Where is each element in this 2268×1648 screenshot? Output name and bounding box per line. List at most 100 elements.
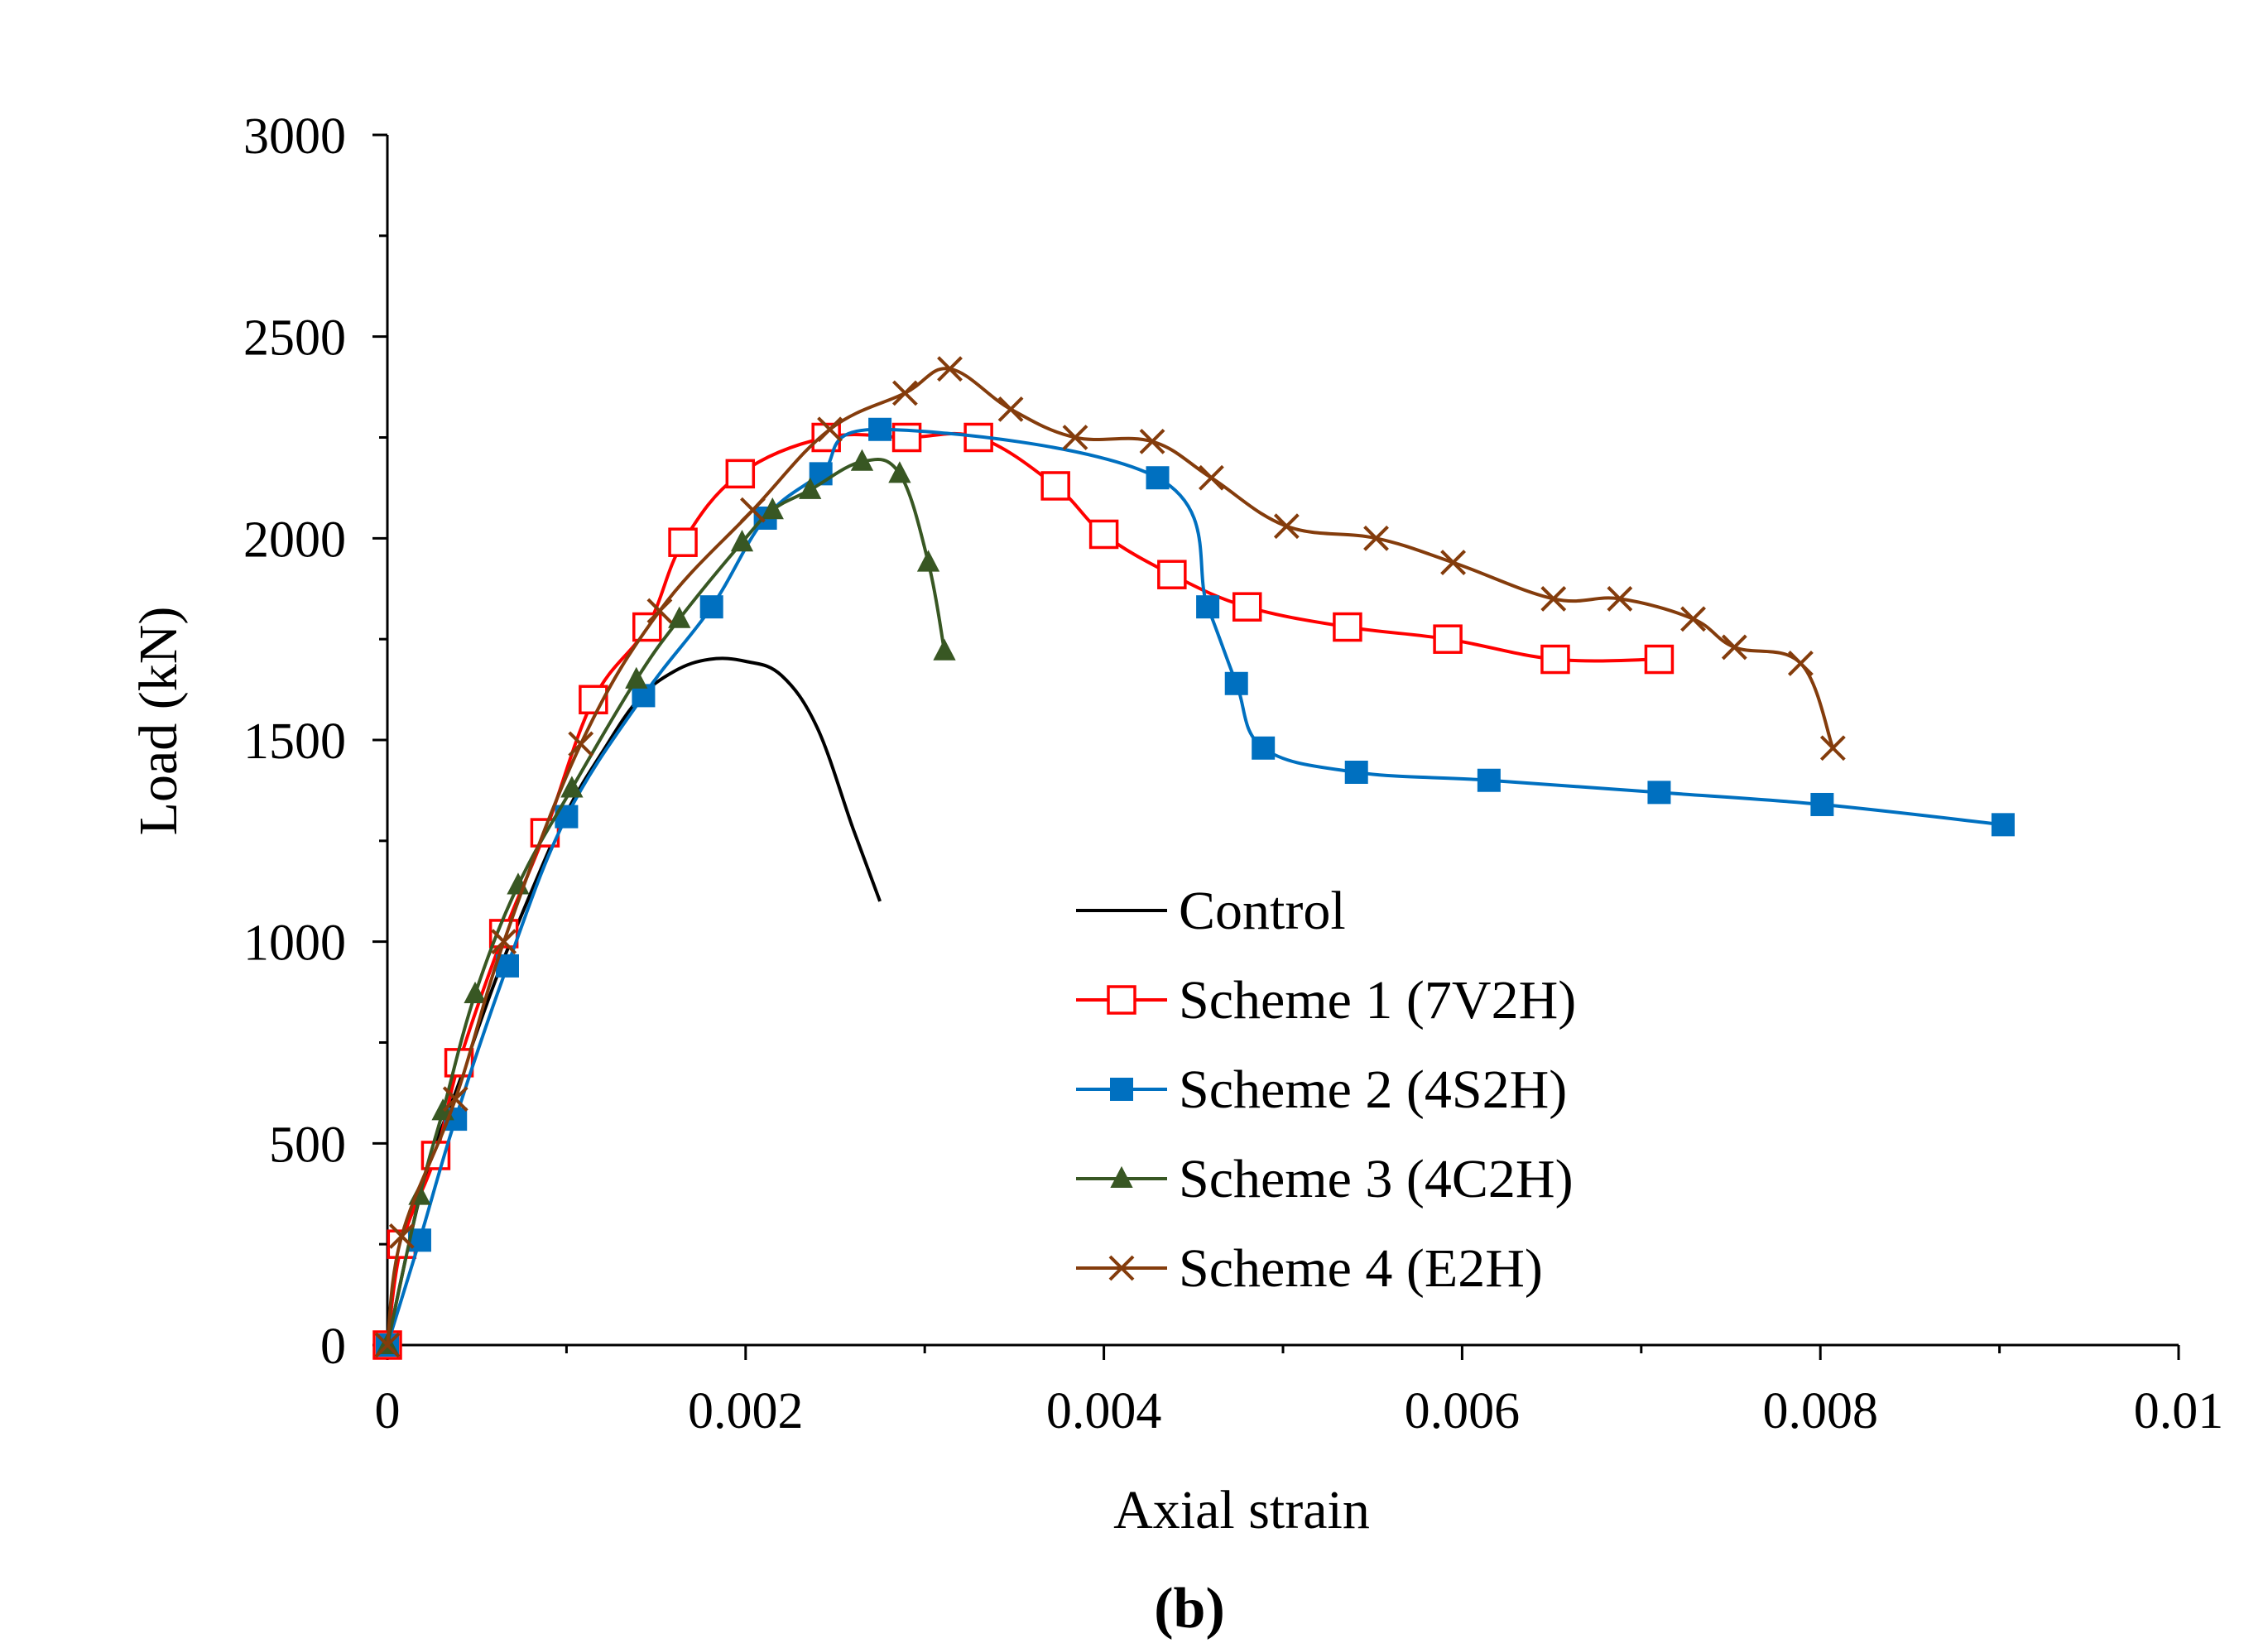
data-point (1721, 634, 1747, 661)
legend-item: Scheme 4 (E2H) (1076, 1238, 1543, 1299)
data-point (1062, 425, 1088, 450)
data-point (1139, 428, 1165, 454)
data-point (625, 666, 648, 689)
series-line (386, 367, 1835, 1346)
data-point (1273, 513, 1300, 540)
data-point (1540, 644, 1570, 675)
data-point (668, 527, 698, 557)
data-point (888, 461, 911, 483)
data-point (464, 981, 487, 1004)
data-point (1344, 760, 1368, 784)
data-point (1363, 525, 1389, 551)
data-point (730, 530, 754, 552)
data-point (1680, 606, 1706, 632)
x-tick-label: 0.01 (2134, 1383, 2224, 1439)
data-point (431, 1098, 454, 1121)
data-point (937, 356, 963, 382)
data-point (1477, 768, 1501, 792)
data-point (1991, 813, 2015, 837)
series-line (386, 458, 946, 1346)
x-tick-label: 0.004 (1046, 1383, 1162, 1439)
series-1 (386, 656, 882, 1346)
data-point (491, 929, 517, 955)
legend-label: Scheme 4 (E2H) (1179, 1238, 1543, 1299)
data-point (817, 416, 843, 443)
data-point (799, 477, 822, 499)
series-layer (372, 356, 2015, 1360)
data-point (1647, 781, 1671, 805)
legend-label: Scheme 2 (4S2H) (1179, 1059, 1567, 1120)
data-point (1440, 550, 1466, 575)
data-point (1224, 671, 1248, 695)
x-axis-label: Axial strain (1113, 1480, 1370, 1540)
data-point (1819, 735, 1846, 762)
series-3 (376, 417, 2015, 1357)
x-tick-label: 0.002 (688, 1383, 804, 1439)
data-point (891, 422, 922, 453)
data-point (668, 606, 691, 628)
legend-item: Scheme 3 (4C2H) (1076, 1149, 1574, 1209)
legend-swatch-marker (1110, 1165, 1133, 1188)
data-point (811, 422, 841, 453)
x-tick-label: 0.006 (1405, 1383, 1521, 1439)
y-ticks: 0 500 1000 1500 2000 2500 3000 (243, 108, 387, 1375)
data-point (646, 598, 673, 624)
legend-item: Scheme 2 (4S2H) (1076, 1059, 1567, 1120)
data-point (1199, 464, 1224, 491)
data-point (997, 396, 1024, 422)
series-2 (372, 422, 1675, 1360)
y-tick-label: 500 (269, 1117, 346, 1173)
x-tick-label: 0.008 (1762, 1383, 1878, 1439)
data-point (374, 1332, 401, 1358)
y-tick-label: 0 (320, 1319, 346, 1375)
legend: Control Scheme 1 (7V2H) Scheme 2 (4S2H) Sch… (1076, 881, 1576, 1299)
data-point (916, 550, 940, 572)
x-ticks: 0 0.002 0.004 0.006 0.008 0.01 (375, 1345, 2224, 1439)
data-point (1157, 560, 1187, 589)
data-point (891, 380, 918, 406)
y-tick-label: 2500 (243, 310, 346, 367)
data-point (568, 731, 594, 757)
data-point (1088, 519, 1119, 550)
legend-label: Scheme 1 (7V2H) (1179, 970, 1576, 1031)
data-point (699, 595, 723, 619)
data-point (1232, 592, 1262, 622)
x-tick-label: 0 (375, 1383, 401, 1439)
data-point (495, 954, 519, 978)
data-point (725, 459, 756, 489)
data-point (868, 417, 892, 441)
data-point (1787, 650, 1814, 676)
data-point (1333, 612, 1362, 642)
data-point (761, 497, 784, 520)
legend-swatch-marker (1110, 1078, 1133, 1101)
data-point (1252, 736, 1276, 760)
series-line (386, 656, 882, 1346)
legend-swatch-marker (1108, 1255, 1135, 1281)
data-point (1607, 586, 1633, 612)
data-point (933, 638, 956, 661)
y-axis-label: Load (kN) (128, 607, 189, 836)
y-tick-label: 1000 (243, 915, 346, 972)
legend-swatch-marker (1107, 985, 1136, 1015)
data-point (809, 462, 833, 486)
data-point (442, 1086, 468, 1112)
data-point (560, 776, 584, 798)
data-point (1040, 471, 1070, 501)
data-point (388, 1223, 415, 1249)
legend-item: Scheme 1 (7V2H) (1076, 970, 1576, 1031)
y-tick-label: 2000 (243, 512, 346, 568)
data-point (740, 497, 766, 523)
figure-caption: (b) (1154, 1577, 1225, 1641)
y-tick-label: 1500 (243, 713, 346, 770)
data-point (1433, 624, 1463, 654)
series-5 (374, 356, 1846, 1358)
data-point (1810, 792, 1834, 816)
legend-label: Scheme 3 (4C2H) (1179, 1149, 1574, 1209)
series-4 (376, 449, 956, 1354)
data-point (1540, 586, 1567, 612)
data-point (1644, 644, 1675, 675)
y-tick-label: 3000 (243, 108, 346, 165)
data-point (1146, 466, 1170, 490)
data-point (1196, 595, 1220, 619)
